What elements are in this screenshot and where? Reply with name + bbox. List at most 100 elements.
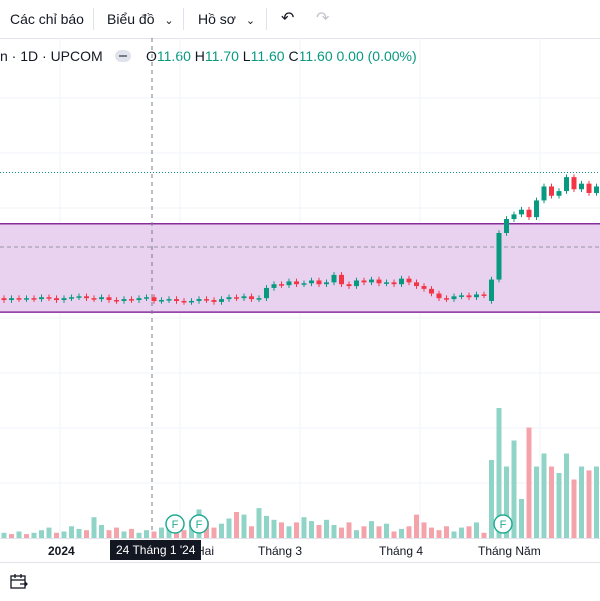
- candle-body: [39, 297, 44, 300]
- x-tick-2024: 2024: [48, 544, 75, 558]
- volume-bar: [279, 522, 284, 538]
- volume-bar: [129, 528, 134, 538]
- candle-body: [444, 298, 449, 300]
- low-key: L: [242, 48, 251, 64]
- ohlc-values: O11.60 H11.70 L11.60 C11.60 0.00 (0.00%): [146, 44, 417, 68]
- candle-body: [384, 282, 389, 284]
- candle-body: [279, 284, 284, 286]
- volume-bar: [571, 479, 577, 538]
- close-value: 11.60: [298, 48, 333, 64]
- candle-body: [511, 214, 517, 220]
- volume-bar: [429, 527, 434, 538]
- volume-bar: [339, 527, 344, 538]
- volume-bar: [324, 519, 329, 538]
- top-toolbar: Các chỉ báo Biểu đồ ⌄ Hồ sơ ⌄ ↶ ↷: [0, 0, 600, 39]
- volume-bar: [219, 523, 224, 538]
- volume-bar: [354, 530, 359, 538]
- open-key: O: [146, 48, 157, 64]
- profile-label: Hồ sơ: [198, 11, 236, 27]
- volume-bar: [481, 532, 487, 538]
- change-value: 0.00 (0.00%): [336, 48, 417, 64]
- candle-body: [391, 282, 397, 285]
- toolbar-separator: [93, 8, 94, 30]
- candle-body: [406, 278, 412, 283]
- volume-bar: [459, 527, 464, 538]
- candle-body: [474, 294, 479, 298]
- time-axis[interactable]: 2024 Hai Tháng 3 Tháng 4 Tháng Năm: [0, 538, 600, 563]
- volume-bar: [399, 528, 404, 538]
- candle-body: [286, 281, 292, 286]
- candle-body: [9, 298, 14, 301]
- candle-body: [61, 298, 67, 301]
- candle-body: [196, 299, 202, 301]
- candle-body: [226, 297, 232, 300]
- volume-bar: [489, 460, 494, 538]
- x-tick-may: Tháng Năm: [478, 544, 541, 558]
- volume-bar: [444, 526, 449, 538]
- volume-bar: [549, 466, 554, 538]
- candle-body: [541, 186, 547, 201]
- chart-type-button[interactable]: Biểu đồ ⌄: [107, 0, 174, 38]
- volume-bar: [241, 514, 247, 538]
- volume-bar: [594, 466, 599, 538]
- calendar-range-icon[interactable]: [9, 572, 29, 592]
- volume-bar: [9, 534, 14, 538]
- redo-icon[interactable]: ↷: [316, 10, 330, 27]
- volume-bar: [316, 525, 322, 538]
- close-key: C: [288, 48, 299, 64]
- volume-bar: [294, 522, 299, 538]
- candle-body: [549, 186, 554, 196]
- candle-body: [159, 300, 164, 302]
- volume-bar: [226, 518, 232, 538]
- candle-body: [91, 298, 97, 300]
- volume-bar: [99, 525, 104, 538]
- volume-bar: [121, 531, 127, 538]
- high-value: 11.70: [204, 48, 239, 64]
- chevron-down-icon: ⌄: [164, 15, 174, 27]
- volume-bar: [384, 523, 389, 538]
- candle-body: [234, 297, 239, 299]
- volume-bar: [451, 531, 457, 538]
- candle-body: [376, 279, 382, 284]
- volume-bar: [24, 534, 29, 538]
- candle-body: [264, 287, 269, 299]
- volume-bar: [406, 526, 412, 538]
- volume-bar: [91, 517, 97, 538]
- candle-body: [504, 219, 509, 233]
- toolbar-separator: [266, 8, 267, 30]
- candle-body: [354, 280, 359, 287]
- candle-body: [339, 274, 344, 285]
- candle-body: [204, 299, 209, 301]
- candle-body: [331, 274, 337, 283]
- chevron-down-icon: ⌄: [245, 15, 256, 27]
- candle-body: [519, 209, 524, 215]
- indicators-button[interactable]: Các chỉ báo: [10, 11, 84, 27]
- candle-body: [459, 295, 464, 297]
- volume-bar: [166, 526, 172, 538]
- candle-body: [489, 279, 494, 301]
- volume-bar: [16, 531, 22, 538]
- volume-bar: [106, 530, 112, 538]
- volume-bar: [414, 514, 419, 538]
- candle-body: [399, 278, 404, 285]
- dividend-marker-circle: [493, 514, 513, 534]
- candle-body: [571, 177, 577, 190]
- candle-body: [121, 299, 127, 301]
- candle-body: [579, 183, 584, 190]
- candle-body: [136, 298, 142, 301]
- volume-bar: [256, 508, 262, 538]
- volume-bar: [556, 473, 562, 538]
- crosshair-date-label: 24 Tháng 1 '24: [110, 540, 202, 560]
- visibility-icon[interactable]: [115, 50, 131, 62]
- volume-bar: [496, 408, 502, 538]
- undo-icon[interactable]: ↶: [281, 10, 295, 27]
- profile-button[interactable]: Hồ sơ ⌄: [198, 0, 255, 38]
- candle-body: [106, 297, 112, 301]
- volume-bar: [586, 470, 592, 538]
- volume-bar: [309, 521, 314, 538]
- candle-body: [466, 295, 472, 298]
- volume-bar: [76, 528, 82, 538]
- dividend-marker-icon: F: [196, 519, 203, 531]
- symbol-label[interactable]: n · 1D · UPCOM: [0, 48, 103, 64]
